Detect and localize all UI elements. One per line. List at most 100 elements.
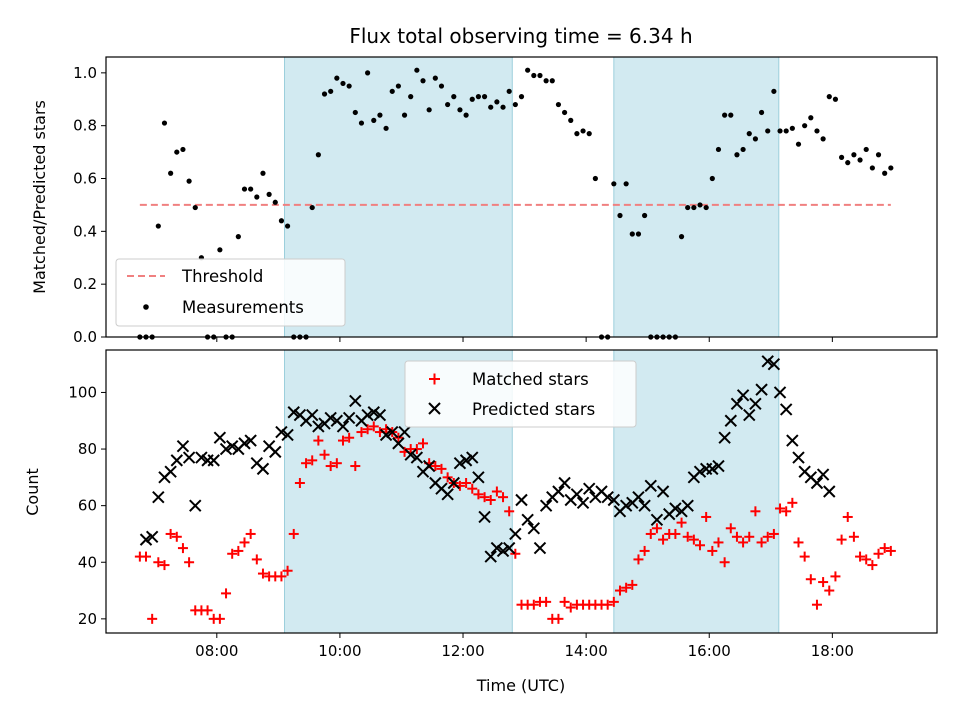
measurements-point (377, 112, 383, 118)
matched-stars-point (781, 506, 792, 517)
matched-stars-point (393, 432, 404, 443)
matched-stars-point (418, 438, 429, 449)
measurements-point (475, 94, 482, 100)
measurements-point (241, 186, 248, 192)
matched-stars-point (688, 534, 699, 545)
matched-stars-point (627, 579, 638, 590)
measurements-point (623, 181, 629, 187)
predicted-stars-point (472, 471, 485, 484)
measurements-point (525, 67, 531, 73)
matched-stars-point (731, 531, 742, 542)
matched-stars-point (633, 554, 644, 565)
observing-window-2 (613, 56, 780, 338)
measurements-point (746, 131, 752, 137)
predicted-stars-point (706, 462, 719, 476)
y-tick-label: 0.0 (73, 328, 97, 346)
measurements-point (168, 170, 174, 176)
predicted-stars-point (509, 527, 522, 541)
predicted-stars-point (521, 513, 534, 527)
measurements-point (451, 94, 457, 100)
measurements-point (802, 123, 808, 129)
measurements-point (771, 88, 777, 94)
measurements-point (629, 231, 635, 237)
matched-stars-point (639, 545, 650, 556)
measurements-point (869, 165, 875, 171)
measurements-point (734, 152, 740, 158)
predicted-stars-point (607, 493, 621, 507)
ratio-panel-frame (105, 56, 938, 338)
measurements-point (365, 70, 371, 76)
x-axis-label: Time (UTC) (476, 676, 565, 695)
predicted-stars-point (164, 465, 177, 478)
matched-stars-point (651, 523, 662, 534)
matched-stars-point (141, 551, 152, 562)
matched-stars-point (325, 461, 336, 472)
y-tick-label: 80 (78, 440, 97, 458)
measurements-point (777, 128, 783, 134)
matched-stars-point (467, 483, 478, 494)
matched-stars-point (879, 543, 890, 554)
y-tick-label: 1.0 (73, 64, 97, 82)
measurements-point (488, 104, 494, 110)
predicted-stars-point (755, 383, 768, 396)
measurements-point (328, 88, 334, 94)
measurements-point (260, 170, 266, 176)
measurements-point (248, 186, 254, 192)
measurements-point (192, 204, 198, 211)
measurements-point (481, 94, 488, 100)
matched-legend-marker (429, 373, 440, 385)
ratio-panel-ylabel: Matched/Predicted stars (30, 100, 49, 294)
count-panel-ylabel: Count (23, 468, 42, 516)
measurements-point (352, 109, 358, 116)
matched-stars-point (442, 472, 453, 483)
matched-stars-point (867, 560, 878, 571)
measurements-point (568, 117, 574, 123)
matched-stars-point (491, 486, 502, 497)
matched-stars-point (227, 548, 238, 559)
matched-stars-point (362, 424, 373, 435)
measurements-point (469, 96, 475, 102)
predicted-stars-point (576, 496, 590, 510)
measurements-point (715, 146, 722, 153)
matched-stars-point (436, 463, 447, 474)
measurements-point (389, 88, 395, 94)
predicted-stars-point (367, 406, 380, 419)
matched-stars-point (608, 596, 619, 607)
matched-stars-point (873, 548, 884, 559)
predicted-stars-point (656, 485, 670, 498)
predicted-stars-point (361, 408, 374, 422)
matched-stars-point (799, 551, 810, 562)
predicted-stars-point (527, 522, 541, 535)
predicted-stars-point (650, 513, 664, 527)
measurements-point (857, 157, 863, 163)
predicted-stars-point (466, 451, 479, 464)
measurements-point (863, 146, 869, 153)
predicted-stars-point (779, 403, 793, 416)
matched-stars-point (331, 458, 342, 469)
measurements-point (678, 234, 685, 240)
predicted-stars-point (342, 411, 356, 425)
measurements-point (765, 128, 771, 134)
measurements-point (235, 234, 241, 240)
measurements-point (180, 146, 186, 153)
matched-stars-point (504, 506, 515, 517)
matched-stars-point (184, 557, 195, 568)
measurements-point (383, 125, 389, 131)
predicted-stars-point (324, 411, 337, 425)
measurements-point (512, 101, 518, 108)
matched-stars-point (356, 427, 367, 438)
measurements-point (463, 112, 469, 118)
measurements-point (789, 125, 795, 131)
measurements-point (254, 194, 260, 200)
predicted-stars-point (718, 431, 731, 444)
matched-stars-point (682, 531, 693, 542)
measurements-point (408, 94, 414, 100)
matched-stars-point (319, 449, 330, 460)
measurements-point (346, 83, 352, 89)
matched-stars-point (811, 599, 822, 610)
measurements-point (586, 131, 592, 137)
predicted-stars-point (379, 428, 393, 442)
measurements-point (728, 112, 734, 118)
predicted-stars-point (182, 451, 196, 464)
predicted-stars-point (712, 459, 725, 473)
